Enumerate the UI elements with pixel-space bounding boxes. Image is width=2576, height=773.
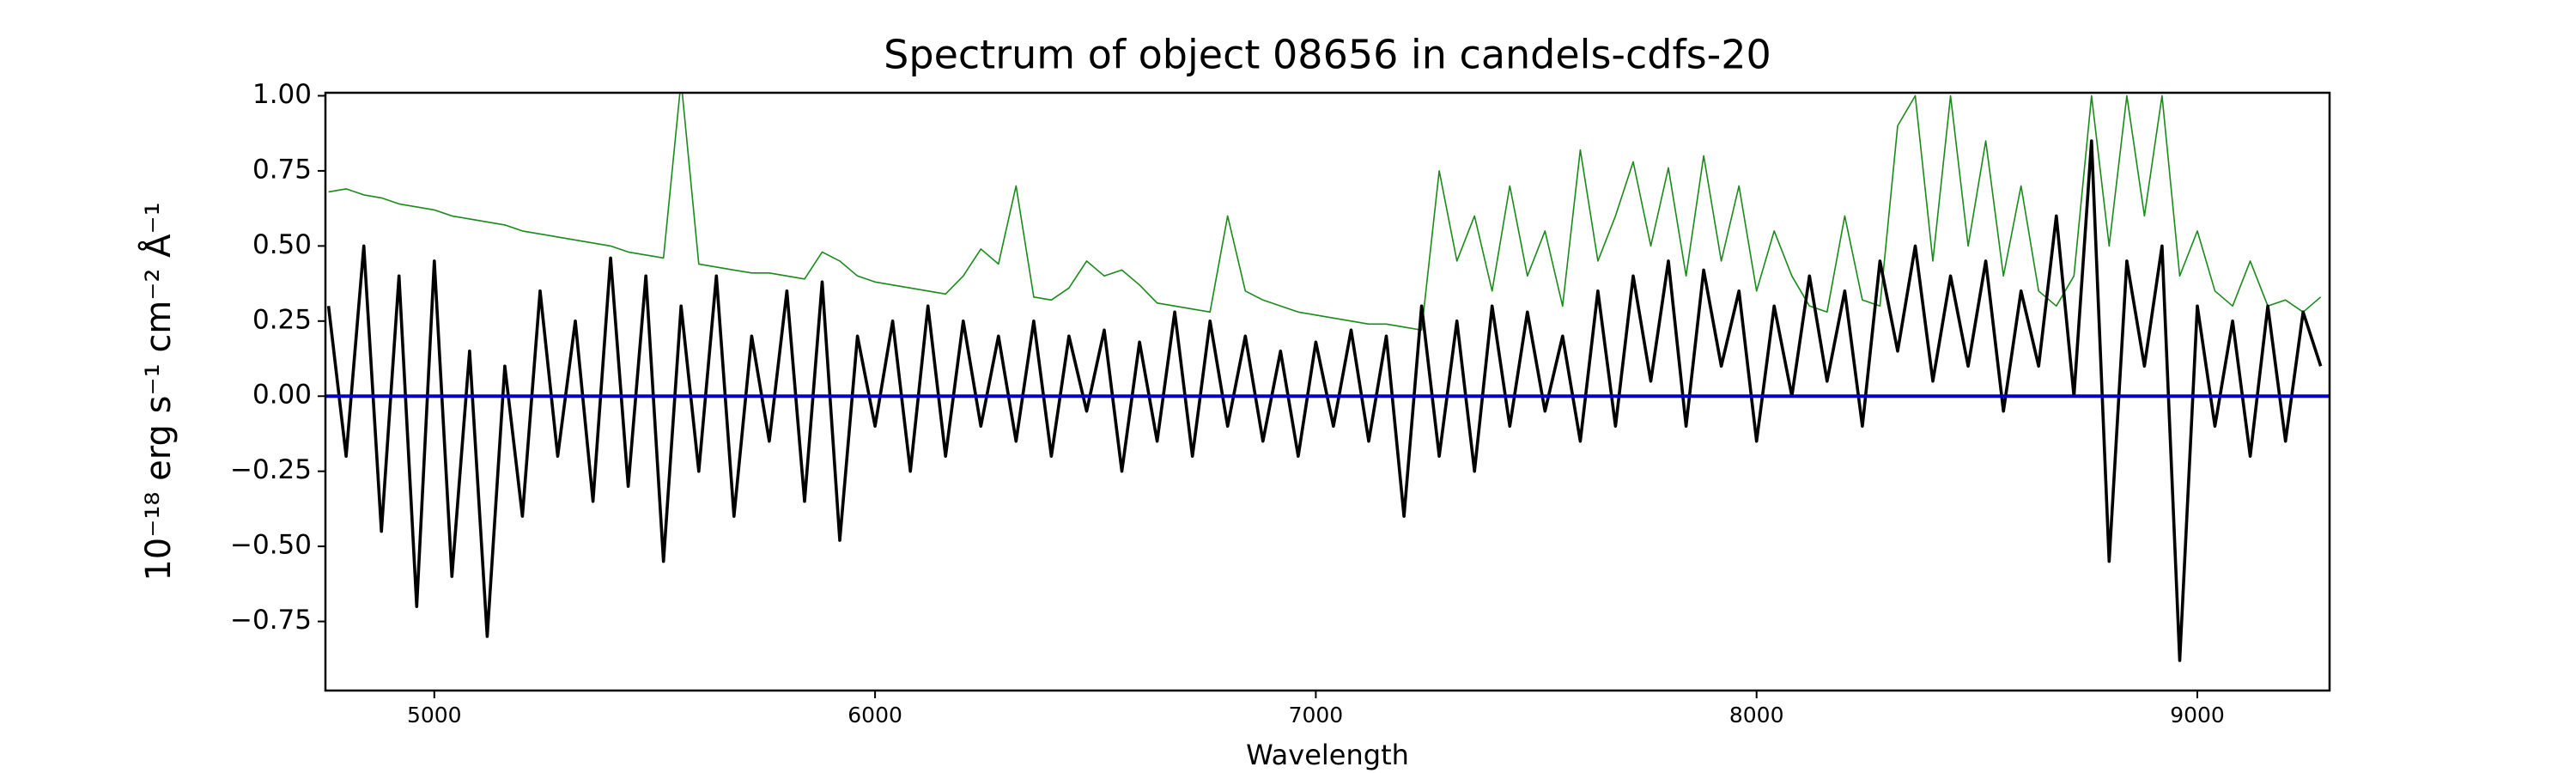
series-line xyxy=(328,93,2322,332)
y-tick-label: 0.25 xyxy=(252,304,312,335)
chart-title: Spectrum of object 08656 in candels-cdfs… xyxy=(884,32,1771,78)
y-tick-label: 0.50 xyxy=(252,229,312,260)
plot-area xyxy=(325,93,2330,662)
x-tick-label: 9000 xyxy=(2170,703,2225,727)
y-axis-label: 10⁻¹⁸ erg s⁻¹ cm⁻² Å⁻¹ xyxy=(137,202,179,581)
y-tick-label: 0.75 xyxy=(252,154,312,185)
x-tick-label: 8000 xyxy=(1729,703,1784,727)
y-tick-label: 1.00 xyxy=(252,79,312,110)
y-tick-label: −0.25 xyxy=(230,454,312,485)
y-tick-label: 0.00 xyxy=(252,380,312,411)
x-axis-label: Wavelength xyxy=(1246,739,1409,771)
x-tick-label: 7000 xyxy=(1289,703,1344,727)
x-tick-label: 6000 xyxy=(848,703,902,727)
y-tick-label: −0.50 xyxy=(230,530,312,561)
y-tick-label: −0.75 xyxy=(230,605,312,636)
x-tick-label: 5000 xyxy=(407,703,462,727)
series-line xyxy=(326,139,2323,662)
axes-frame xyxy=(324,91,2331,692)
